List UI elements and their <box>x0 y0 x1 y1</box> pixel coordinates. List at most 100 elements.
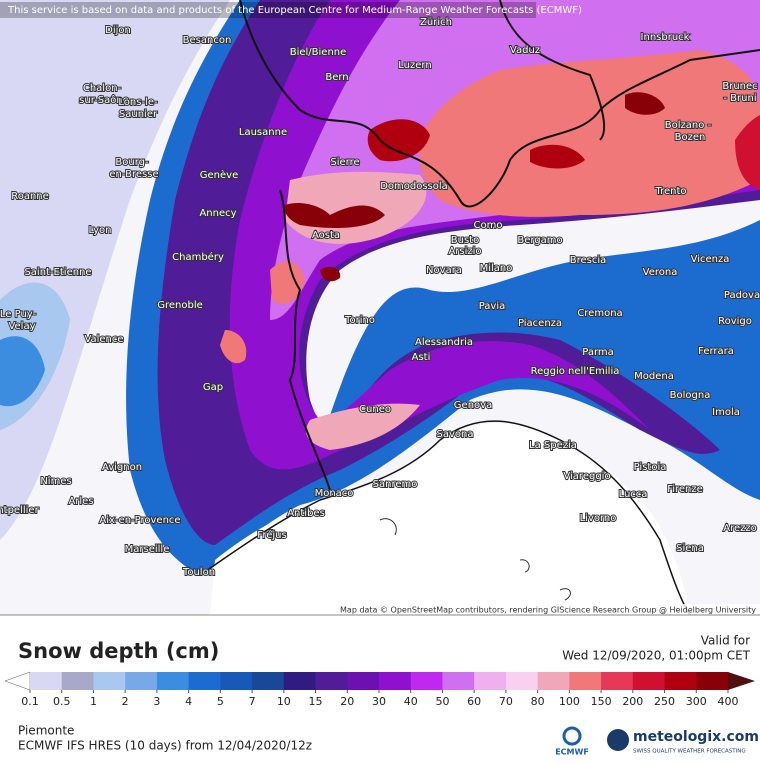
city-label: La Spezia <box>529 440 577 451</box>
city-label: Brunec <box>722 81 757 92</box>
city-label: ntpellier <box>0 505 40 516</box>
snow-area <box>367 119 430 162</box>
brand-tagline: SWISS QUALITY WEATHER FORECASTING <box>633 749 746 755</box>
city-label: Milano <box>480 263 513 274</box>
brand-logo[interactable]: meteologix.com SWISS QUALITY WEATHER FOR… <box>607 729 759 755</box>
snow-area <box>0 0 230 540</box>
city-label: Savona <box>437 429 474 440</box>
city-label: Bern <box>325 72 348 83</box>
colorbar-bin <box>347 672 380 690</box>
colorbar-tick-label: 300 <box>686 695 707 708</box>
city-label: Sierre <box>330 157 359 168</box>
ecmwf-logo: ECMWF <box>555 726 589 757</box>
sea <box>210 423 690 615</box>
city-label: Como <box>474 220 503 231</box>
attribution-background <box>333 604 760 615</box>
city-label: Cuneo <box>359 404 391 415</box>
colorbar-bin <box>93 672 126 690</box>
city-label: Piacenza <box>518 318 562 329</box>
city-label: Lyon <box>88 225 111 236</box>
colorbar-bin <box>505 672 539 690</box>
colorbar-bin <box>632 672 666 690</box>
border <box>239 0 760 491</box>
city-label: Alessandria <box>415 337 473 348</box>
city-label: Siena <box>676 543 704 554</box>
city-label: Roanne <box>11 191 49 202</box>
snow-area <box>220 330 247 364</box>
city-label: en-Bresse <box>109 169 158 180</box>
city-label: Fréjus <box>257 529 286 541</box>
coastline <box>199 420 691 616</box>
notice: This service is based on data and produc… <box>7 5 582 16</box>
city-label: Parma <box>582 347 614 358</box>
colorbar-over <box>728 672 755 690</box>
city-label: Sanremo <box>373 479 418 490</box>
city-label: Monaco <box>315 488 354 499</box>
city-label: Vicenza <box>691 254 730 265</box>
colorbar-under <box>4 671 31 691</box>
city-label: Biel/Bienne <box>290 47 347 58</box>
colorbar-tick-label: 0.1 <box>21 695 39 708</box>
snow-area <box>625 92 665 115</box>
valid-label: Valid for <box>701 634 750 648</box>
colorbar-tick-label: 7 <box>249 695 256 708</box>
snow-area <box>270 261 305 304</box>
city-label: Firenze <box>667 484 703 495</box>
notice-background <box>0 2 536 18</box>
colorbar-bin <box>410 672 443 690</box>
city-label: Rovigo <box>718 316 752 327</box>
city-label: Toulon <box>182 567 215 578</box>
colorbar-tick-label: 20 <box>340 695 354 708</box>
city-label: Saunier <box>119 109 158 120</box>
city-label: Modena <box>634 371 674 382</box>
attribution: Map data © OpenStreetMap contributors, r… <box>340 606 756 615</box>
colorbar-bin <box>601 672 634 690</box>
city-label: Arezzo <box>723 523 757 534</box>
city-label: Saint-Etienne <box>24 267 91 278</box>
city-label: Arsizio <box>448 246 481 257</box>
colorbar-tick-label: 100 <box>559 695 580 708</box>
colorbar-tick-label: 80 <box>531 695 545 708</box>
city-label: Bozen <box>675 132 706 143</box>
colorbar-tick-label: 400 <box>718 695 739 708</box>
region: Piemonte <box>18 724 74 738</box>
city-label: Chalon- <box>83 83 122 94</box>
colorbar-bin <box>156 672 190 690</box>
city-label: Trento <box>654 186 686 197</box>
city-label: Livorno <box>580 513 617 524</box>
city-label: - Bruni <box>723 93 756 104</box>
city-label: Bergamo <box>517 235 562 246</box>
city-label: Padova <box>724 290 760 301</box>
city-label: Reggio nell'Emilia <box>531 366 620 377</box>
snow-area <box>735 115 760 190</box>
city-label: Genova <box>454 400 492 411</box>
colorbar-tick-label: 15 <box>309 695 323 708</box>
model-run: ECMWF IFS HRES (10 days) from 12/04/2020… <box>18 739 312 753</box>
city-label: Bolzano - <box>665 120 712 131</box>
colorbar-tick-label: 4 <box>185 695 192 708</box>
city-label: Le Puy- <box>0 309 37 320</box>
city-label: Verona <box>643 267 678 278</box>
city-label: Annecy <box>199 208 236 219</box>
colorbar-bin <box>283 672 317 690</box>
city-label: Torino <box>344 315 375 326</box>
colorbar-bin <box>220 672 253 690</box>
city-label: Viareggio <box>563 471 610 482</box>
colorbar-bin <box>252 672 285 690</box>
snow-area <box>306 403 420 450</box>
colorbar-tick-label: 1 <box>90 695 97 708</box>
colorbar-tick-label: 3 <box>153 695 160 708</box>
city-label: Pavia <box>479 301 506 312</box>
city-label: Pistoia <box>634 462 667 473</box>
colorbar-tick-label: 200 <box>622 695 643 708</box>
colorbar-tick-label: 150 <box>591 695 612 708</box>
brand-name[interactable]: meteologix.com <box>633 729 759 745</box>
colorbar-bin <box>379 672 412 690</box>
city-label: Besancon <box>183 35 232 46</box>
snow-area <box>0 336 45 407</box>
city-label: Lucca <box>619 489 648 500</box>
city-label: Domodossola <box>380 181 448 192</box>
city-label: Nîmes <box>40 475 71 487</box>
colorbar-tick-label: 5 <box>217 695 224 708</box>
